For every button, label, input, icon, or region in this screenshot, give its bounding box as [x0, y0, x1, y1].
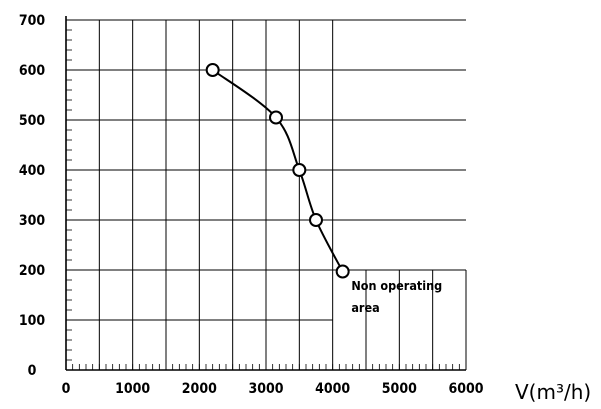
y-tick-labels: 0 100 200 300 400 500 600 700	[19, 13, 46, 379]
y-tick-label: 200	[19, 263, 46, 279]
x-tick-label: 6000	[448, 381, 483, 397]
data-point-markers	[205, 63, 350, 279]
y-tick-label: 400	[19, 163, 46, 179]
x-tick-label: 4000	[315, 381, 350, 397]
minor-ticks	[66, 29, 460, 370]
data-point	[205, 63, 220, 77]
x-tick-labels: 0 1000 2000 3000 4000 5000 6000	[62, 381, 484, 397]
y-tick-label: 700	[19, 13, 46, 29]
annotation-non-operating-area: Non operating area	[351, 278, 442, 315]
annotation-line: area	[351, 300, 379, 315]
data-point	[269, 110, 283, 125]
y-tick-label: 100	[19, 313, 46, 329]
y-tick-label: 500	[19, 113, 46, 129]
x-tick-label: 2000	[182, 381, 217, 397]
annotation-line: Non operating	[351, 278, 442, 293]
annotations: Non operating area	[351, 278, 442, 315]
x-axis-label: V(m³/h)	[515, 380, 591, 404]
x-tick-label: 5000	[382, 381, 417, 397]
x-tick-label: 1000	[115, 381, 150, 397]
data-point	[335, 264, 350, 279]
x-tick-label: 3000	[248, 381, 283, 397]
data-point	[292, 163, 307, 177]
y-tick-label: 600	[19, 63, 46, 79]
grid-lines	[66, 19, 467, 370]
y-tick-label: 300	[19, 213, 46, 229]
x-tick-label: 0	[62, 381, 71, 397]
data-point	[309, 213, 323, 227]
y-tick-label: 0	[28, 363, 37, 379]
